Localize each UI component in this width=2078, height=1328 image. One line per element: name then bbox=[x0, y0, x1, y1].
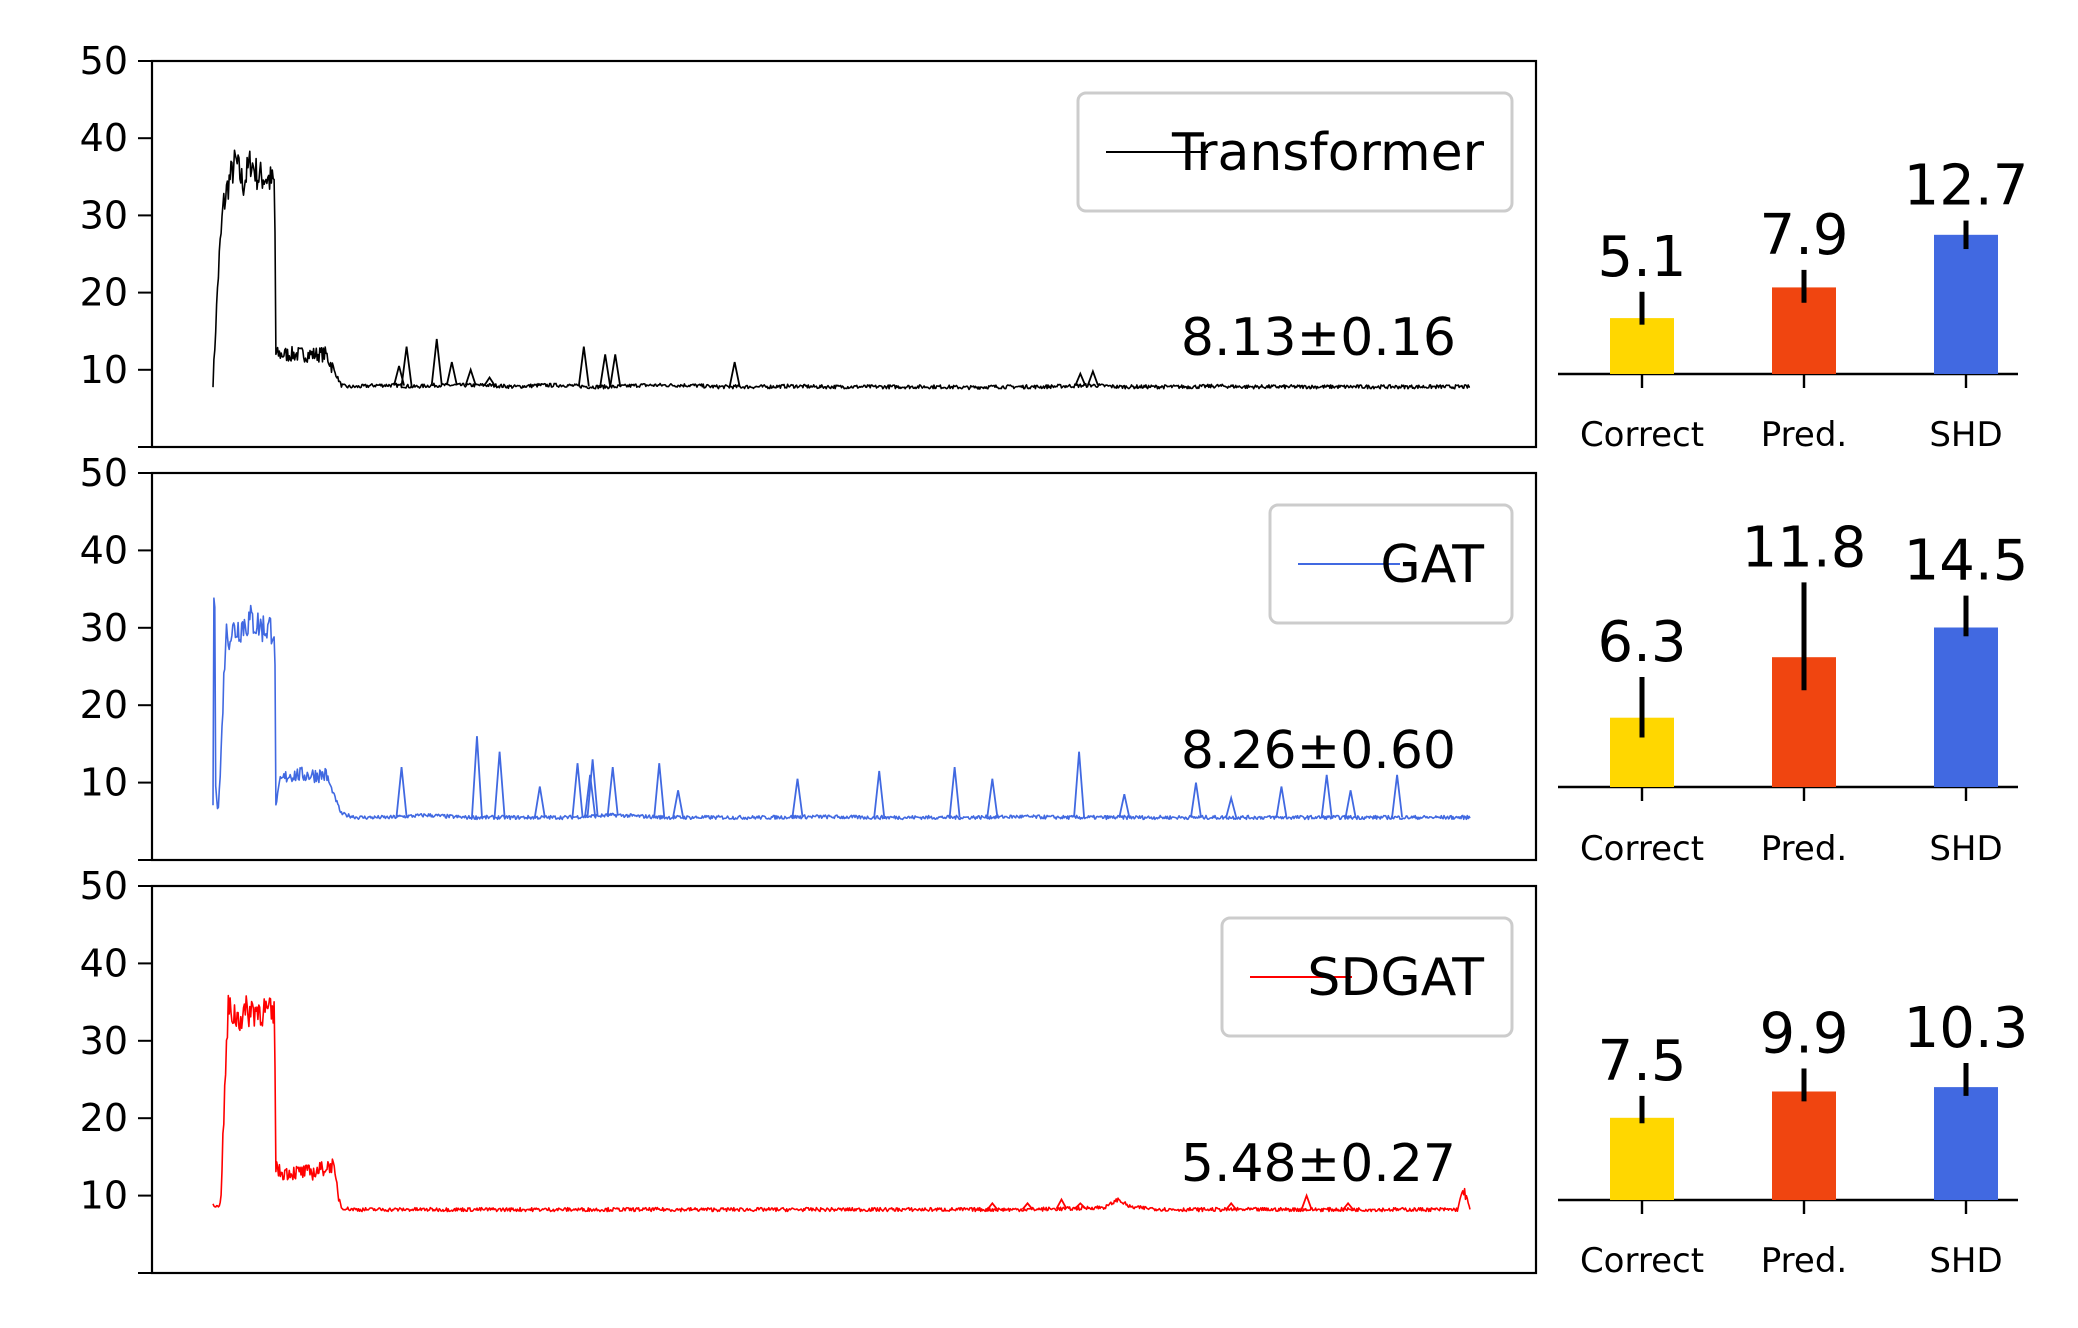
y-tick-label: 20 bbox=[80, 271, 128, 315]
series-spike bbox=[986, 1201, 999, 1211]
series-spike bbox=[1074, 371, 1087, 386]
y-tick-label: 40 bbox=[80, 941, 128, 985]
series-spike bbox=[533, 786, 546, 818]
series-spike bbox=[430, 338, 443, 386]
bar bbox=[1934, 234, 1998, 374]
series-spike bbox=[599, 354, 612, 387]
series-spike bbox=[1300, 1192, 1313, 1210]
series-spike bbox=[1225, 794, 1238, 818]
series-spike bbox=[1118, 794, 1131, 818]
legend-label: Transformer bbox=[1171, 123, 1485, 183]
series-spike bbox=[609, 354, 622, 387]
series-spike bbox=[1055, 1197, 1068, 1210]
series-spike bbox=[948, 767, 961, 818]
legend-label: SDGAT bbox=[1307, 948, 1484, 1008]
y-tick-label: 30 bbox=[80, 193, 128, 237]
bar bbox=[1772, 1091, 1836, 1200]
series-spike bbox=[672, 790, 685, 818]
y-tick-label: 50 bbox=[80, 39, 128, 83]
legend-label: GAT bbox=[1380, 535, 1484, 595]
y-tick-label: 10 bbox=[80, 1174, 128, 1218]
series-spike bbox=[1225, 1201, 1237, 1211]
series-spike bbox=[586, 759, 599, 817]
y-tick-label: 50 bbox=[80, 864, 128, 908]
x-tick-label: Correct bbox=[1580, 1241, 1704, 1281]
score-annotation: 5.48±0.27 bbox=[1181, 1134, 1456, 1194]
series-spike bbox=[1074, 1202, 1086, 1209]
series-spike bbox=[1190, 782, 1202, 818]
bar-value-label: 9.9 bbox=[1759, 1001, 1848, 1066]
series-spike bbox=[584, 774, 597, 817]
x-tick-label: SHD bbox=[1929, 415, 2002, 455]
score-annotation: 8.26±0.60 bbox=[1181, 721, 1456, 781]
series-spike bbox=[873, 770, 886, 818]
x-tick-label: Correct bbox=[1580, 829, 1704, 869]
plot-frame bbox=[150, 884, 1538, 1275]
bar-value-label: 7.9 bbox=[1759, 203, 1848, 268]
bar-value-label: 11.8 bbox=[1742, 515, 1867, 580]
series-line bbox=[212, 149, 1471, 391]
y-tick-label: 10 bbox=[80, 761, 128, 805]
series-spike bbox=[1342, 1201, 1354, 1211]
x-tick-label: Pred. bbox=[1761, 415, 1847, 455]
bar bbox=[1934, 1087, 1998, 1200]
y-tick-label: 50 bbox=[80, 451, 128, 495]
bar bbox=[1934, 627, 1998, 787]
series-spike bbox=[1073, 751, 1085, 818]
series-line bbox=[212, 597, 1471, 821]
series-spike bbox=[577, 346, 590, 387]
series-spike bbox=[483, 375, 496, 386]
series-line bbox=[212, 994, 1471, 1213]
x-tick-label: SHD bbox=[1929, 829, 2002, 869]
bar-value-label: 5.1 bbox=[1597, 225, 1686, 290]
y-tick-label: 30 bbox=[80, 606, 128, 650]
y-tick-label: 30 bbox=[80, 1019, 128, 1063]
series-spike bbox=[395, 767, 408, 817]
series-spike bbox=[400, 346, 413, 387]
x-tick-label: Pred. bbox=[1761, 1241, 1847, 1281]
x-tick-label: SHD bbox=[1929, 1241, 2002, 1281]
series-spike bbox=[986, 778, 999, 818]
bar-value-label: 10.3 bbox=[1904, 996, 2029, 1061]
bar bbox=[1610, 318, 1674, 374]
series-spike bbox=[1320, 774, 1333, 818]
bar-value-label: 6.3 bbox=[1597, 610, 1686, 675]
y-tick-label: 20 bbox=[80, 683, 128, 727]
x-tick-label: Pred. bbox=[1761, 829, 1847, 869]
series-spike bbox=[1087, 368, 1099, 386]
score-annotation: 8.13±0.16 bbox=[1181, 308, 1456, 368]
series-spike bbox=[653, 763, 666, 818]
plot-frame bbox=[150, 59, 1538, 449]
plot-frame bbox=[150, 471, 1538, 862]
y-tick-label: 40 bbox=[80, 528, 128, 572]
series-spike bbox=[571, 763, 584, 817]
x-tick-label: Correct bbox=[1580, 415, 1704, 455]
series-spike bbox=[728, 361, 741, 387]
series-spike bbox=[1344, 790, 1357, 818]
series-spike bbox=[464, 366, 477, 386]
bar bbox=[1610, 1117, 1674, 1200]
y-tick-label: 10 bbox=[80, 348, 128, 392]
series-spike bbox=[606, 767, 619, 816]
legend-box bbox=[1076, 91, 1514, 213]
bar-value-label: 14.5 bbox=[1904, 529, 2029, 594]
series-spike bbox=[1021, 1201, 1034, 1210]
legend-box bbox=[1220, 916, 1514, 1038]
bar-value-label: 7.5 bbox=[1597, 1029, 1686, 1094]
bar-value-label: 12.7 bbox=[1904, 154, 2029, 219]
series-spike bbox=[791, 778, 804, 818]
y-tick-label: 20 bbox=[80, 1096, 128, 1140]
series-spike bbox=[1275, 786, 1288, 818]
series-spike bbox=[1391, 774, 1404, 818]
series-spike bbox=[471, 736, 483, 818]
series-spike bbox=[445, 361, 458, 386]
y-tick-label: 40 bbox=[80, 116, 128, 160]
series-spike bbox=[493, 751, 506, 818]
